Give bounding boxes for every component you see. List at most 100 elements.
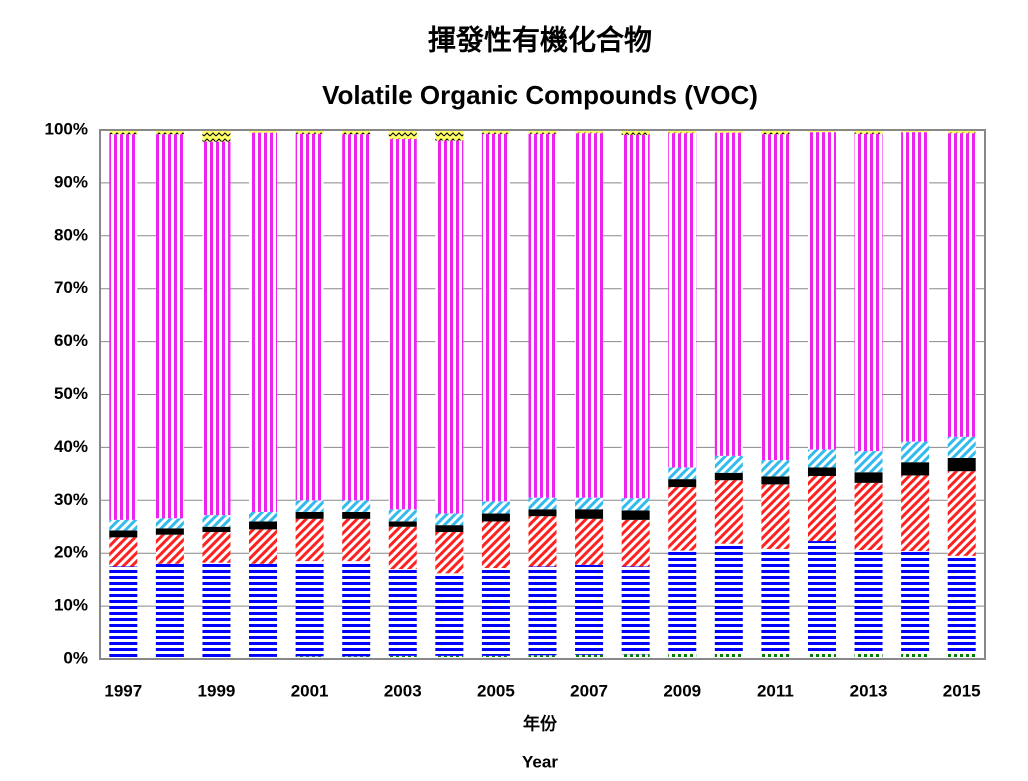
- x-tick-label: 2015: [943, 681, 981, 700]
- bar-segment: [668, 479, 697, 488]
- bar-segment: [575, 654, 604, 659]
- bar-segment: [714, 455, 743, 473]
- bar-segment: [295, 130, 324, 134]
- bar-segment: [575, 564, 604, 655]
- bar-segment: [342, 130, 371, 135]
- bar-segment: [714, 472, 743, 481]
- bar-segment: [714, 130, 743, 133]
- bar-segment: [249, 656, 278, 659]
- bar-segment: [528, 566, 557, 656]
- bar-segment: [947, 471, 976, 556]
- bar-segment: [249, 132, 278, 512]
- bar-segment: [854, 652, 883, 659]
- y-tick-label: 40%: [54, 437, 88, 456]
- bar-segment: [807, 132, 836, 450]
- x-axis-subtitle: Year: [522, 752, 558, 771]
- bar-segment: [202, 532, 231, 563]
- x-tick-label: 2003: [384, 681, 422, 700]
- bar-segment: [388, 526, 417, 570]
- bar-segment: [807, 541, 836, 653]
- bar-segment: [295, 656, 324, 659]
- bar-segment: [761, 460, 790, 477]
- bar-segment: [342, 518, 371, 562]
- bar-segment: [668, 467, 697, 480]
- bar-segment: [342, 561, 371, 657]
- bar-segment: [249, 529, 278, 564]
- y-tick-label: 0%: [63, 648, 88, 667]
- bar-segment: [621, 134, 650, 499]
- bar-segment: [947, 457, 976, 472]
- bar-segment: [435, 513, 464, 526]
- bar-segment: [854, 472, 883, 483]
- bar-segment: [668, 133, 697, 468]
- bar-segment: [761, 484, 790, 549]
- bar-segment: [342, 511, 371, 519]
- y-tick-label: 20%: [54, 543, 88, 562]
- bar-segment: [249, 130, 278, 133]
- bar-segment: [109, 130, 138, 135]
- bar-segment: [807, 467, 836, 476]
- bar-segment: [761, 134, 790, 461]
- plot-border: [99, 129, 986, 660]
- bar-segment: [109, 566, 138, 658]
- bar-segment: [109, 134, 138, 520]
- bar-segment: [901, 132, 930, 442]
- x-tick-label: 2001: [291, 681, 329, 700]
- bar-segment: [342, 656, 371, 659]
- bar-segment: [435, 573, 464, 656]
- bar-segment: [388, 521, 417, 527]
- bar-segment: [714, 543, 743, 654]
- bar-segment: [901, 441, 930, 463]
- bar-segment: [854, 130, 883, 134]
- bar-segment: [854, 451, 883, 473]
- bar-segment: [481, 130, 510, 134]
- y-tick-label: 80%: [54, 225, 88, 244]
- bar-segment: [249, 521, 278, 530]
- bar-segment: [575, 497, 604, 510]
- bar-segment: [528, 509, 557, 517]
- bar-segment: [901, 651, 930, 659]
- bar-segment: [947, 133, 976, 437]
- bar-segment: [668, 550, 697, 654]
- bar-segment: [202, 141, 231, 516]
- x-tick-label: 2009: [663, 681, 701, 700]
- bar-segment: [621, 654, 650, 659]
- bar-segment: [295, 500, 324, 512]
- bar-segment: [901, 462, 930, 476]
- bar-segment: [435, 655, 464, 659]
- bar-segment: [155, 534, 184, 564]
- bar-segment: [761, 476, 790, 485]
- bar-segment: [947, 555, 976, 652]
- bar-segment: [854, 482, 883, 551]
- bar-segment: [202, 130, 231, 142]
- bar-segment: [481, 513, 510, 522]
- bar-segment: [295, 133, 324, 501]
- bar-segment: [761, 130, 790, 135]
- bar-segment: [388, 509, 417, 522]
- y-tick-label: 70%: [54, 278, 88, 297]
- bar-segment: [388, 569, 417, 656]
- bar-segment: [481, 133, 510, 502]
- bar-segment: [481, 501, 510, 514]
- bar-segment: [947, 436, 976, 458]
- y-tick-label: 10%: [54, 596, 88, 615]
- bar-segment: [714, 480, 743, 544]
- bar-segment: [249, 511, 278, 522]
- bar-segment: [202, 562, 231, 658]
- y-tick-label: 100%: [45, 119, 88, 138]
- bar-segment: [295, 561, 324, 657]
- bar-segment: [435, 140, 464, 514]
- bar-segment: [342, 500, 371, 512]
- bar-segment: [155, 130, 184, 135]
- bar-segment: [435, 532, 464, 574]
- bar-segment: [575, 130, 604, 134]
- bar-segment: [621, 519, 650, 567]
- bar-segment: [155, 563, 184, 658]
- bar-segment: [807, 475, 836, 542]
- bar-segment: [575, 518, 604, 565]
- bar-segment: [155, 134, 184, 519]
- bar-segment: [761, 548, 790, 653]
- bar-segment: [295, 518, 324, 562]
- bar-segment: [481, 568, 510, 656]
